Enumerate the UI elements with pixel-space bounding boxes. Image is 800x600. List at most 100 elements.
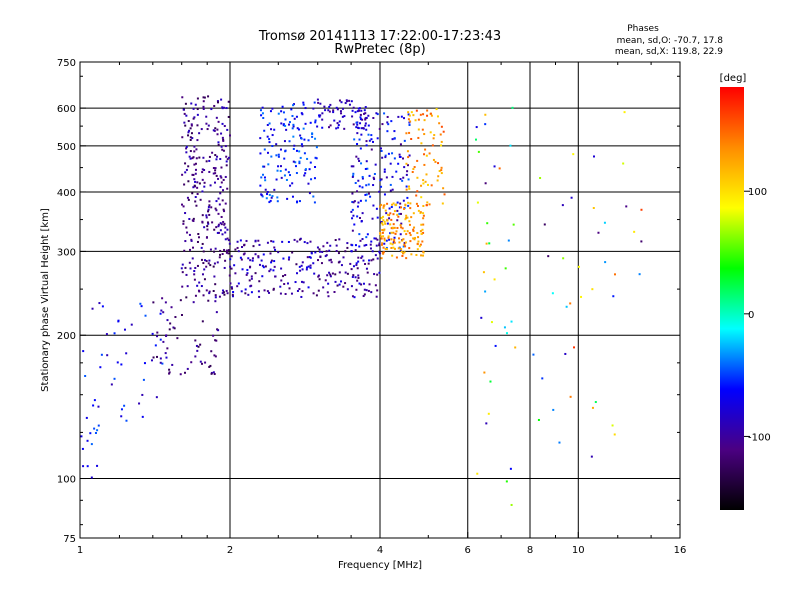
echo-point [261, 275, 264, 278]
echo-point [484, 290, 487, 293]
echo-point [174, 316, 177, 319]
echo-point [271, 195, 274, 198]
echo-point [284, 274, 287, 277]
echo-point [561, 204, 564, 207]
echo-point [186, 196, 189, 199]
echo-point [380, 237, 383, 240]
echo-point [159, 357, 162, 360]
echo-point [231, 293, 234, 296]
echo-point [402, 252, 405, 255]
echo-point [168, 371, 171, 374]
echo-point [198, 290, 201, 293]
echo-point [259, 152, 262, 155]
echo-point [208, 290, 211, 293]
echo-point [408, 232, 411, 235]
y-tick-label: 200 [57, 331, 76, 342]
echo-point [185, 151, 188, 154]
echo-point [337, 124, 340, 127]
echo-point [258, 295, 261, 298]
echo-point [213, 129, 216, 132]
echo-point [400, 250, 403, 253]
echo-point [372, 258, 375, 261]
echo-point [387, 236, 390, 239]
echo-point [494, 344, 497, 347]
echo-point [333, 291, 336, 294]
echo-point [228, 156, 231, 159]
echo-point [552, 408, 555, 411]
echo-point [355, 121, 358, 124]
echo-point [328, 249, 331, 252]
echo-point [393, 130, 396, 133]
echo-point [161, 362, 164, 365]
echo-point [393, 238, 396, 241]
echo-point [397, 247, 400, 250]
echo-point [381, 222, 384, 225]
echo-point [200, 128, 203, 131]
echo-point [355, 264, 358, 267]
echo-point [143, 362, 146, 365]
echo-point [218, 295, 221, 298]
echo-point [435, 108, 438, 111]
echo-point [335, 244, 338, 247]
echo-point [294, 161, 297, 164]
echo-point [279, 285, 282, 288]
echo-point [369, 195, 372, 198]
echo-point [213, 354, 216, 357]
echo-point [90, 443, 93, 446]
echo-point [220, 166, 223, 169]
echo-point [396, 219, 399, 222]
echo-point [391, 188, 394, 191]
echo-point [216, 231, 219, 234]
echo-point [380, 257, 383, 260]
echo-point [248, 279, 251, 282]
echo-point [317, 274, 320, 277]
echo-point [155, 396, 158, 399]
echo-point [344, 282, 347, 285]
echo-point [309, 264, 312, 267]
echo-point [399, 249, 402, 252]
echo-point [190, 238, 193, 241]
echo-point [365, 140, 368, 143]
echo-point [181, 263, 184, 266]
echo-point [221, 122, 224, 125]
echo-point [365, 144, 368, 147]
echo-point [390, 238, 393, 241]
echo-point [207, 262, 210, 265]
echo-point [242, 253, 245, 256]
echo-point [381, 223, 384, 226]
echo-point [270, 240, 273, 243]
echo-point [474, 138, 477, 141]
echo-point [293, 238, 296, 241]
echo-point [401, 157, 404, 160]
echo-point [417, 209, 420, 212]
echo-point [430, 184, 433, 187]
echo-point [300, 137, 303, 140]
echo-point [633, 230, 636, 233]
echo-point [384, 156, 387, 159]
echo-point [225, 164, 228, 167]
echo-point [207, 222, 210, 225]
echo-point [223, 223, 226, 226]
echo-point [258, 280, 261, 283]
echo-point [203, 185, 206, 188]
echo-point [224, 202, 227, 205]
echo-point [386, 130, 389, 133]
echo-point [282, 123, 285, 126]
echo-point [409, 240, 412, 243]
echo-point [279, 148, 282, 151]
echo-point [356, 279, 359, 282]
echo-point [394, 232, 397, 235]
echo-point [196, 240, 199, 243]
echo-point [236, 246, 239, 249]
echo-point [422, 251, 425, 254]
echo-point [334, 280, 337, 283]
echo-point [414, 236, 417, 239]
echo-point [282, 257, 285, 260]
echo-point [420, 184, 423, 187]
echo-point [120, 408, 123, 411]
echo-point [179, 299, 182, 302]
echo-point [186, 367, 189, 370]
echo-point [434, 160, 437, 163]
echo-point [405, 188, 408, 191]
echo-point [185, 226, 188, 229]
